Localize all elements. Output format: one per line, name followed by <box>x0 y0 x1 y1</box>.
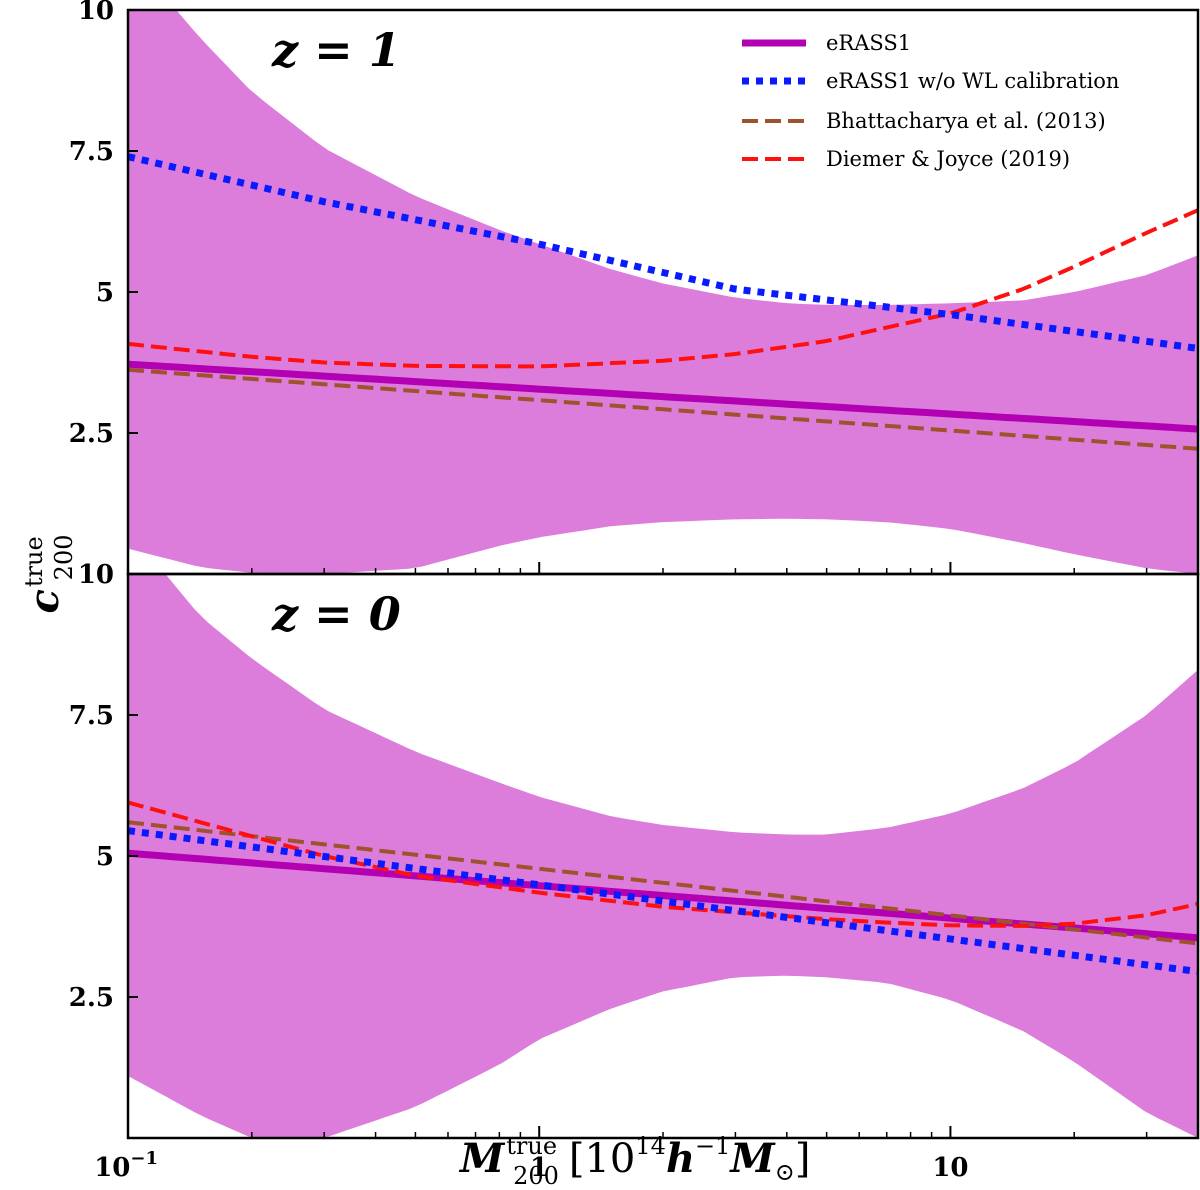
y-tick-label-bottom: 5 <box>96 842 114 872</box>
x-tick-label-1: 1 <box>530 1153 548 1183</box>
panel-label-top: z = 1 <box>271 23 401 77</box>
confidence-band-top <box>128 10 1198 574</box>
y-ticks-bottom: 2.5 5 7.5 10 <box>69 560 138 1013</box>
legend-label-diemer: Diemer & Joyce (2019) <box>826 147 1070 171</box>
frame-bottom <box>126 572 1200 1140</box>
x-tick-label-0.1: 10−1 <box>94 1148 158 1183</box>
panel-bottom: z = 0 2.5 5 7.5 10 <box>69 560 1199 1138</box>
y-tick-label-top: 2.5 <box>69 419 114 449</box>
legend-label-nowl: eRASS1 w/o WL calibration <box>826 69 1119 93</box>
legend-label-erass1: eRASS1 <box>826 31 911 55</box>
panel-top: z = 1 eRASS1 eRASS1 w/o WL calibration B… <box>69 0 1198 574</box>
y-tick-label-top: 7.5 <box>69 137 114 167</box>
legend: eRASS1 eRASS1 w/o WL calibration Bhattac… <box>742 31 1119 171</box>
plot-area-top <box>128 10 1198 574</box>
y-tick-label-top: 10 <box>78 0 114 26</box>
y-tick-label-bottom: 10 <box>78 560 114 590</box>
y-ticks-top: 2.5 5 7.5 10 <box>69 0 138 449</box>
series-diemer-joyce-2019-top <box>128 208 1198 369</box>
y-tick-label-bottom: 2.5 <box>69 983 114 1013</box>
series-diemer-joyce-2019-bottom <box>128 800 1198 928</box>
plot-area-bottom <box>128 574 1198 1138</box>
x-tick-label-10: 10 <box>932 1153 968 1183</box>
x-axis-label: Mtrue 200 [1014h−1M⊙] <box>458 1132 810 1190</box>
series-bhattacharya-et-al-2013-top <box>128 367 1198 451</box>
y-axis-label: ctrue200 <box>20 535 78 614</box>
confidence-band-bottom <box>128 574 1198 1138</box>
series-bhattacharya-et-al-2013-bottom <box>128 820 1198 946</box>
series-erass1-w-o-wl-calibration-top <box>128 153 1198 352</box>
series-erass1-top <box>128 360 1198 433</box>
panel-label-bottom: z = 0 <box>271 587 401 641</box>
y-tick-label-top: 5 <box>96 278 114 308</box>
y-tick-label-bottom: 7.5 <box>69 701 114 731</box>
legend-label-bhatt: Bhattacharya et al. (2013) <box>826 109 1106 133</box>
series-erass1-w-o-wl-calibration-bottom <box>128 827 1198 976</box>
